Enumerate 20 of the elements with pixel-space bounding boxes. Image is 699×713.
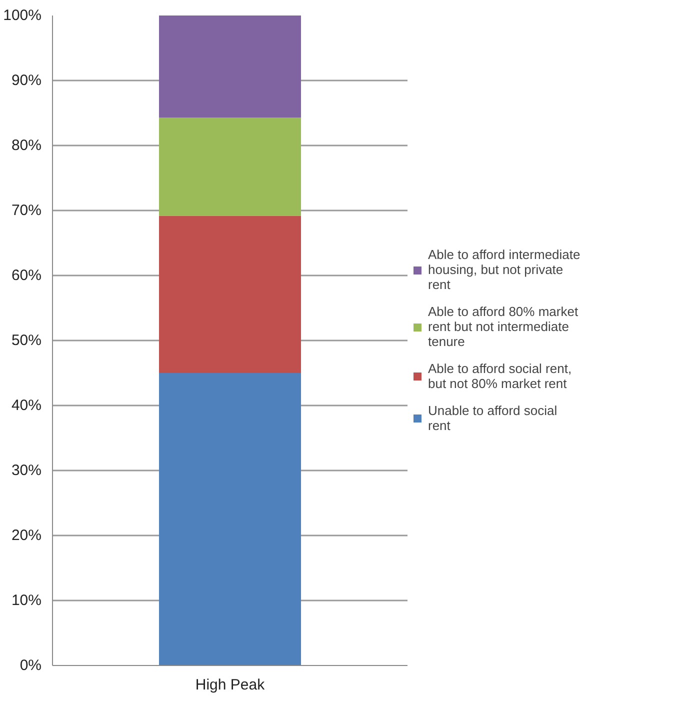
- y-tick-label: 30%: [11, 462, 42, 479]
- y-tick-label: 70%: [11, 202, 42, 219]
- legend-label: Able to afford intermediate housing, but not private rent: [428, 247, 580, 292]
- bar: [159, 16, 301, 118]
- y-tick-label: 80%: [11, 137, 42, 154]
- y-tick-label: 100%: [3, 7, 42, 24]
- y-tick-label: 90%: [11, 72, 42, 89]
- y-tick-label: 40%: [11, 397, 42, 414]
- legend-label: Able to afford 80% market rent but not intermediate tenure: [428, 304, 578, 349]
- y-tick-label: 10%: [11, 592, 42, 609]
- bar: [159, 216, 301, 373]
- x-tick-label: High Peak: [195, 676, 266, 694]
- bar: [159, 373, 301, 666]
- y-tick-label: 50%: [11, 332, 42, 349]
- y-tick-label: 60%: [11, 267, 42, 284]
- bar: [159, 118, 301, 216]
- legend-label: Able to afford social rent, but not 80% market rent: [428, 361, 572, 391]
- legend-label: Unable to afford social rent: [428, 403, 558, 433]
- y-tick-label: 20%: [11, 527, 42, 544]
- y-tick-label: 0%: [20, 657, 42, 674]
